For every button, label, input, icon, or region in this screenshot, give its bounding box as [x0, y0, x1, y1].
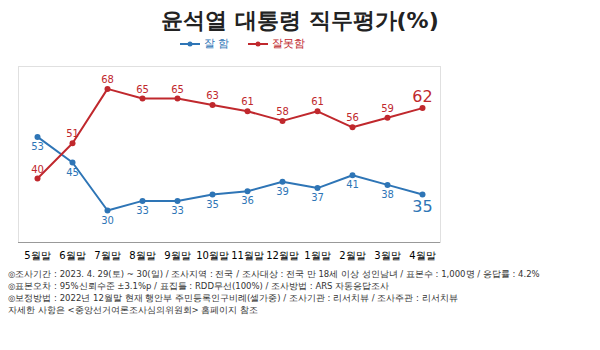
svg-text:53: 53 — [31, 141, 44, 152]
svg-text:7월말: 7월말 — [94, 250, 120, 261]
svg-text:62: 62 — [412, 87, 432, 106]
svg-text:35: 35 — [206, 199, 219, 210]
html-text:◎조사기간 : 2023. 4. 29(토) ~ 30(일): ◎조사기간 : 2023. 4. 29(토) ~ 30(일) / 조사지역 : … — [8, 269, 540, 279]
svg-text:59: 59 — [381, 103, 394, 114]
svg-text:1월말: 1월말 — [304, 250, 330, 261]
svg-text:58: 58 — [276, 106, 289, 117]
svg-text:38: 38 — [381, 189, 394, 200]
svg-text:65: 65 — [136, 84, 149, 95]
svg-text:10월말: 10월말 — [196, 250, 229, 261]
svg-text:4월말: 4월말 — [409, 250, 435, 261]
svg-text:56: 56 — [346, 112, 359, 123]
html-text:◎표본오차 : 95%신뢰수준 ±3.1%p / 표집틀 :: ◎표본오차 : 95%신뢰수준 ±3.1%p / 표집틀 : RDD무선(100… — [8, 281, 390, 291]
svg-text:33: 33 — [171, 205, 184, 216]
html-text:◎보정방법 : 2022년 12월말 현재 행안부 주민등록: ◎보정방법 : 2022년 12월말 현재 행안부 주민등록인구비례(셀가중) … — [8, 293, 458, 303]
svg-text:61: 61 — [241, 96, 254, 107]
svg-text:40: 40 — [31, 164, 44, 175]
svg-text:9월말: 9월말 — [164, 250, 190, 261]
svg-text:30: 30 — [101, 215, 114, 226]
svg-text:39: 39 — [276, 186, 289, 197]
html-text:잘못함: 잘못함 — [271, 37, 305, 50]
svg-text:3월말: 3월말 — [374, 250, 400, 261]
html-text:잘 함: 잘 함 — [204, 37, 230, 50]
svg-text:45: 45 — [66, 167, 79, 178]
svg-text:37: 37 — [311, 192, 324, 203]
svg-text:8월말: 8월말 — [129, 250, 155, 261]
svg-text:11월말: 11월말 — [231, 250, 264, 261]
svg-text:65: 65 — [171, 84, 184, 95]
svg-text:35: 35 — [412, 197, 432, 216]
svg-text:68: 68 — [101, 74, 114, 85]
svg-text:63: 63 — [206, 90, 219, 101]
svg-text:61: 61 — [311, 96, 324, 107]
svg-text:2월말: 2월말 — [339, 250, 365, 261]
svg-text:41: 41 — [346, 179, 359, 190]
svg-text:6월말: 6월말 — [59, 250, 85, 261]
html-text:윤석열 대통령 직무평가(%): 윤석열 대통령 직무평가(%) — [161, 8, 439, 33]
svg-text:12월말: 12월말 — [266, 250, 299, 261]
html-text:자세한 사항은 <중앙선거여론조사심의위원회> 홈페이지 참: 자세한 사항은 <중앙선거여론조사심의위원회> 홈페이지 참조 — [8, 305, 259, 315]
svg-text:36: 36 — [241, 195, 254, 206]
svg-text:51: 51 — [66, 128, 79, 139]
svg-text:5월말: 5월말 — [24, 250, 50, 261]
svg-text:33: 33 — [136, 205, 149, 216]
